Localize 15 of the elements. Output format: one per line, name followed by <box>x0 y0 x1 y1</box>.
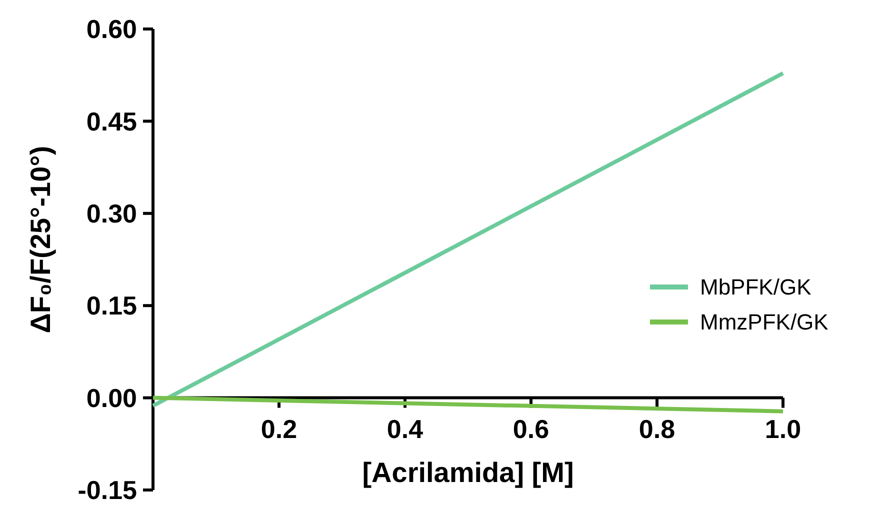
y-axis-title: ΔF₀/F(25°-10°) <box>25 146 56 334</box>
x-tick-label: 0.2 <box>260 414 298 444</box>
y-tick-label: 0.60 <box>86 14 137 44</box>
x-tick-label: 1.0 <box>764 414 802 444</box>
y-tick-label: 0.00 <box>86 382 137 413</box>
y-tick-label: 0.45 <box>86 106 137 136</box>
x-tick-label: 0.6 <box>512 414 550 444</box>
y-tick-label: -0.15 <box>78 475 137 506</box>
x-axis-title: [Acrilamida] [M] <box>362 457 574 488</box>
y-tick-label: 0.15 <box>86 290 137 321</box>
legend-label: MmzPFK/GK <box>700 310 829 335</box>
y-tick-label: 0.30 <box>86 198 137 228</box>
legend-label: MbPFK/GK <box>700 274 812 300</box>
x-tick-label: 0.8 <box>638 414 676 444</box>
x-tick-label: 0.4 <box>386 414 424 444</box>
